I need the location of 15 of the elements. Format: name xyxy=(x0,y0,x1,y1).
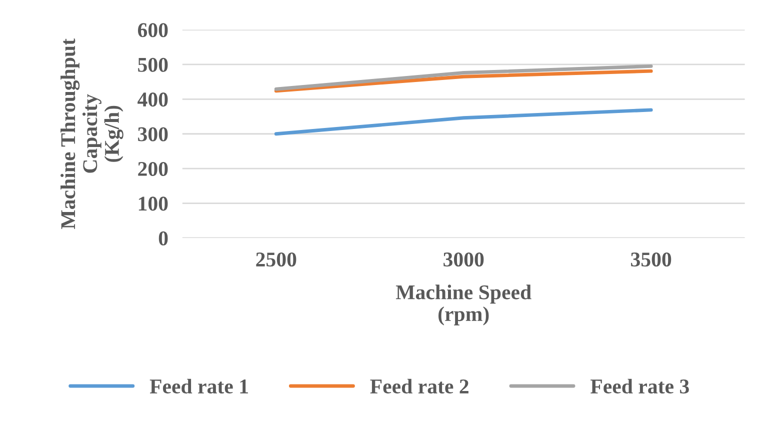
x-tick-label: 3500 xyxy=(631,252,672,267)
y-axis-title: Machine Throughput Capacity (Kg/h) xyxy=(60,38,124,229)
x-axis-title: Machine Speed (rpm) xyxy=(396,284,532,326)
legend-label: Feed rate 2 xyxy=(370,378,468,394)
y-tick-label: 100 xyxy=(138,196,168,211)
y-tick-label: 0 xyxy=(158,231,168,246)
x-tick-label: 2500 xyxy=(256,252,296,267)
y-tick-label: 200 xyxy=(138,162,168,176)
legend-label: Feed rate 3 xyxy=(590,378,689,394)
y-tick-label: 500 xyxy=(138,58,168,72)
y-tick-label: 300 xyxy=(138,127,168,142)
x-tick-label: 3000 xyxy=(444,252,484,267)
y-tick-label: 400 xyxy=(138,92,168,107)
y-tick-label: 600 xyxy=(138,23,168,38)
legend-label: Feed rate 1 xyxy=(150,378,248,394)
